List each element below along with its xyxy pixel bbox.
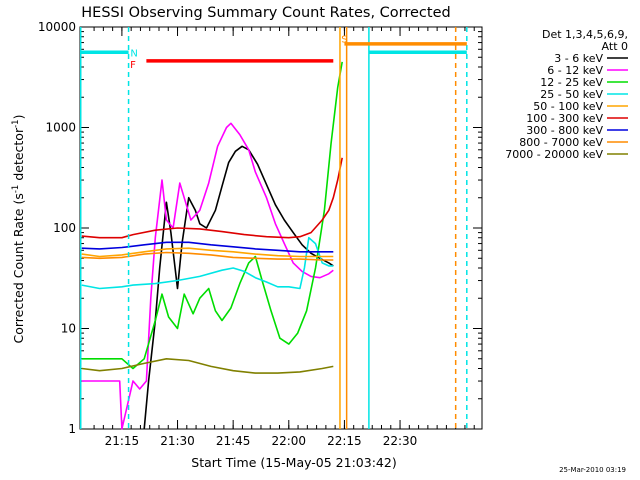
x-tick-label: 22:15	[327, 434, 362, 448]
footer-date: 25-Mar-2010 03:19	[559, 466, 626, 474]
x-tick-label: 22:00	[271, 434, 306, 448]
legend-title-line1: Det 1,3,4,5,6,9,	[542, 28, 628, 41]
series-line-6	[81, 241, 334, 253]
chart-title: HESSI Observing Summary Count Rates, Cor…	[81, 5, 450, 21]
series-lines	[81, 61, 343, 430]
legend-label-2: 12 - 25 keV	[540, 76, 603, 89]
x-tick-label: 21:30	[160, 434, 195, 448]
y-tick-label: 1	[68, 422, 76, 436]
x-tick-label: 21:45	[216, 434, 251, 448]
y-axis-label-sup1: -1	[11, 185, 21, 193]
legend-label-0: 3 - 6 keV	[554, 52, 603, 65]
series-line-0	[143, 145, 334, 430]
y-axis-label-part2: detector	[11, 127, 26, 185]
series-line-8	[81, 358, 334, 374]
status-label-0: N	[130, 48, 137, 59]
status-bars: NF S	[80, 34, 467, 71]
status-label-2: S	[341, 34, 347, 45]
y-axis-label-sup2: -1	[11, 119, 21, 127]
plot-area: 1 10 100 1000 10000 21:15 21:30 21:45 22:00 22:15…	[38, 20, 483, 448]
x-axis-ticks: 21:15 21:30 21:45 22:00 22:15 22:30	[93, 27, 475, 448]
plot-frame	[79, 26, 483, 430]
legend-label-5: 100 - 300 keV	[526, 112, 603, 125]
legend-label-4: 50 - 100 keV	[533, 100, 603, 113]
y-axis-label: Corrected Count Rate (s-1 detector-1)	[11, 115, 26, 344]
legend-label-8: 7000 - 20000 keV	[505, 148, 603, 161]
series-line-1	[81, 122, 334, 430]
y-tick-label: 100	[53, 221, 76, 235]
status-label-1: F	[130, 60, 136, 71]
series-line-3	[81, 236, 334, 290]
y-tick-label: 1000	[45, 121, 76, 135]
series-line-4	[81, 247, 334, 258]
legend-label-3: 25 - 50 keV	[540, 88, 603, 101]
x-axis-label: Start Time (15-May-05 21:03:42)	[191, 455, 396, 470]
x-tick-label: 21:15	[105, 434, 140, 448]
series-line-2	[81, 61, 343, 370]
series-line-5	[81, 157, 343, 239]
y-tick-label: 10000	[38, 20, 76, 34]
legend-label-7: 800 - 7000 keV	[519, 136, 603, 149]
y-axis-label-part1: Corrected Count Rate (s	[11, 193, 26, 343]
y-axis-label-end: )	[11, 115, 26, 120]
event-lines	[79, 27, 468, 429]
series-line-7	[81, 251, 334, 261]
legend-label-6: 300 - 800 keV	[526, 124, 603, 137]
legend-label-1: 6 - 12 keV	[547, 64, 603, 77]
y-tick-label: 10	[61, 322, 76, 336]
legend-title-line2: Att 0	[602, 40, 628, 53]
x-tick-label: 22:30	[383, 434, 418, 448]
